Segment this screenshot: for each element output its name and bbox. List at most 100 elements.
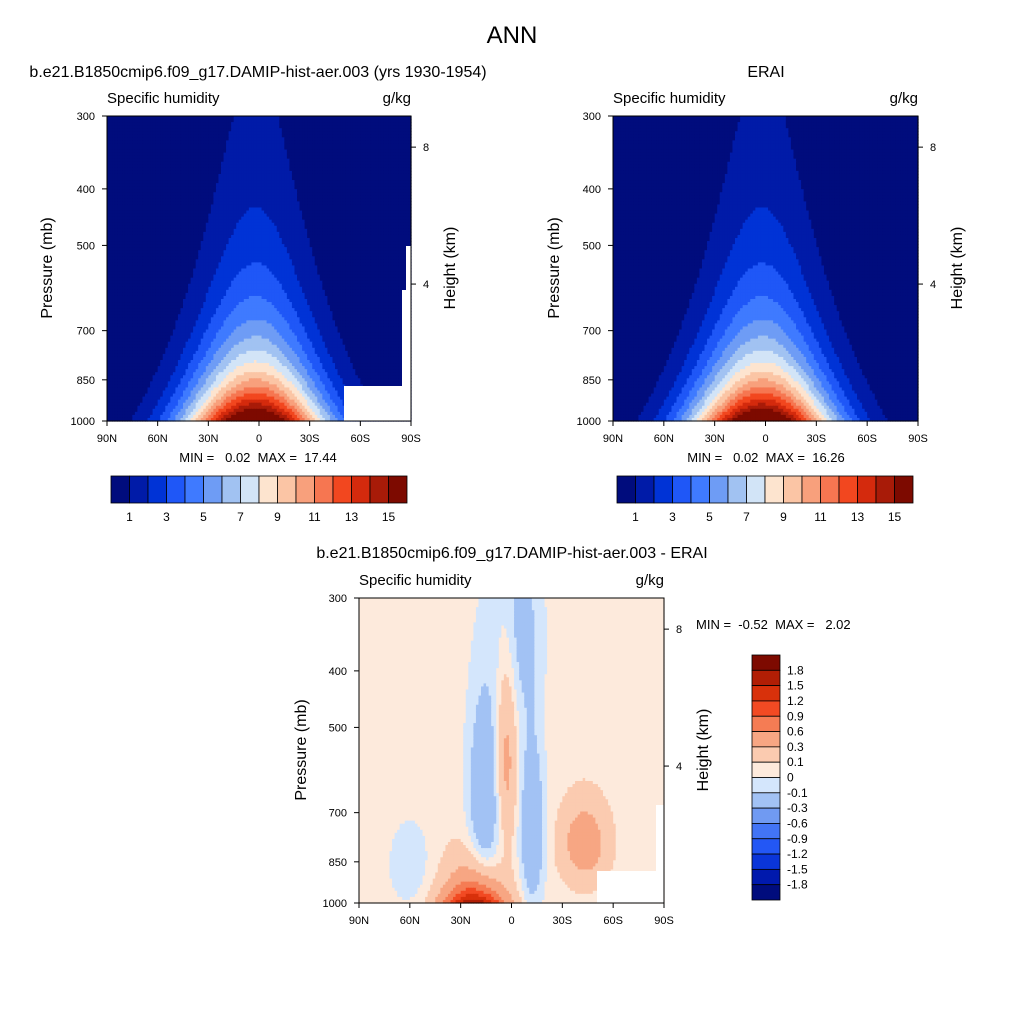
contour-cell (266, 149, 270, 154)
contour-cell (221, 152, 225, 157)
contour-cell (165, 140, 169, 145)
contour-cell (347, 164, 351, 169)
contour-cell (299, 128, 303, 132)
contour-cell (365, 158, 369, 163)
contour-cell (317, 116, 321, 120)
contour-cell (112, 170, 116, 175)
contour-cell (177, 161, 182, 166)
contour-cell (198, 167, 202, 172)
contour-cell (188, 167, 192, 172)
contour-cell (340, 149, 344, 154)
contour-cell (218, 116, 222, 120)
contour-cell (378, 128, 382, 132)
contour-cell (132, 146, 136, 151)
contour-cell (403, 149, 407, 154)
contour-cell (150, 170, 154, 175)
contour-cell (395, 146, 399, 151)
contour-cell (297, 158, 301, 163)
contour-cell (139, 125, 144, 129)
contour-cell (112, 137, 116, 141)
contour-cell (271, 158, 275, 163)
contour-cell (385, 116, 389, 120)
contour-cell (370, 128, 374, 132)
contour-cell (145, 116, 149, 120)
contour-cell (208, 146, 212, 151)
contour-cell (198, 128, 202, 132)
contour-cell (276, 170, 280, 175)
contour-cell (233, 161, 237, 166)
contour-cell (302, 170, 306, 175)
contour-cell (238, 134, 242, 138)
contour-cell (147, 122, 151, 126)
contour-cell (362, 116, 366, 120)
contour-cell (200, 170, 204, 175)
contour-cell (165, 125, 169, 129)
contour-cell (150, 128, 154, 132)
contour-cell (329, 170, 334, 175)
contour-cell (380, 122, 384, 126)
contour-cell (398, 125, 402, 129)
contour-cell (340, 158, 344, 163)
contour-cell (403, 128, 407, 132)
contour-cell (350, 170, 354, 175)
contour-cell (309, 167, 313, 172)
contour-cell (385, 125, 389, 129)
contour-cell (327, 125, 331, 129)
contour-cell (405, 122, 410, 126)
contour-cell (365, 152, 369, 157)
contour-cell (319, 149, 323, 154)
contour-cell (307, 149, 311, 154)
contour-cell (357, 125, 361, 129)
contour-cell (132, 161, 136, 166)
contour-cell (398, 158, 402, 163)
contour-cell (155, 149, 159, 154)
contour-cell (400, 155, 404, 160)
contour-cell (129, 167, 133, 172)
contour-cell (152, 149, 156, 154)
contour-cell (139, 134, 144, 138)
contour-cell (395, 149, 399, 154)
contour-cell (213, 155, 217, 160)
contour-cell (312, 134, 316, 138)
contour-cell (284, 158, 288, 163)
contour-cell (243, 119, 247, 123)
contour-cell (107, 164, 111, 169)
contour-cell (297, 116, 301, 120)
contour-cell (145, 155, 149, 160)
contour-cell (291, 119, 296, 123)
contour-cell (408, 149, 412, 154)
contour-cell (281, 134, 285, 138)
contour-cell (253, 173, 258, 178)
contour-cell (332, 164, 336, 169)
contour-cell (228, 116, 232, 120)
contour-cell (112, 131, 116, 135)
contour-cell (134, 149, 138, 154)
contour-cell (157, 152, 161, 157)
contour-cell (281, 119, 285, 123)
contour-cell (177, 122, 182, 126)
contour-cell (167, 155, 171, 160)
contour-cell (322, 155, 326, 160)
contour-cell (375, 173, 379, 178)
contour-cell (132, 134, 136, 138)
contour-cell (276, 143, 280, 148)
contour-cell (340, 155, 344, 160)
contour-cell (193, 122, 197, 126)
contour-cell (177, 155, 182, 160)
contour-cell (365, 143, 369, 148)
contour-cell (314, 152, 318, 157)
contour-cell (243, 146, 247, 151)
contour-cell (152, 173, 156, 178)
contour-cell (233, 122, 237, 126)
contour-cell (183, 149, 187, 154)
contour-cell (405, 140, 410, 145)
contour-cell (395, 155, 399, 160)
contour-cell (122, 158, 126, 163)
contour-cell (403, 143, 407, 148)
contour-cell (124, 137, 128, 141)
contour-cell (251, 158, 255, 163)
contour-cell (355, 146, 359, 151)
contour-cell (213, 128, 217, 132)
contour-cell (345, 131, 349, 135)
contour-cell (380, 161, 384, 166)
